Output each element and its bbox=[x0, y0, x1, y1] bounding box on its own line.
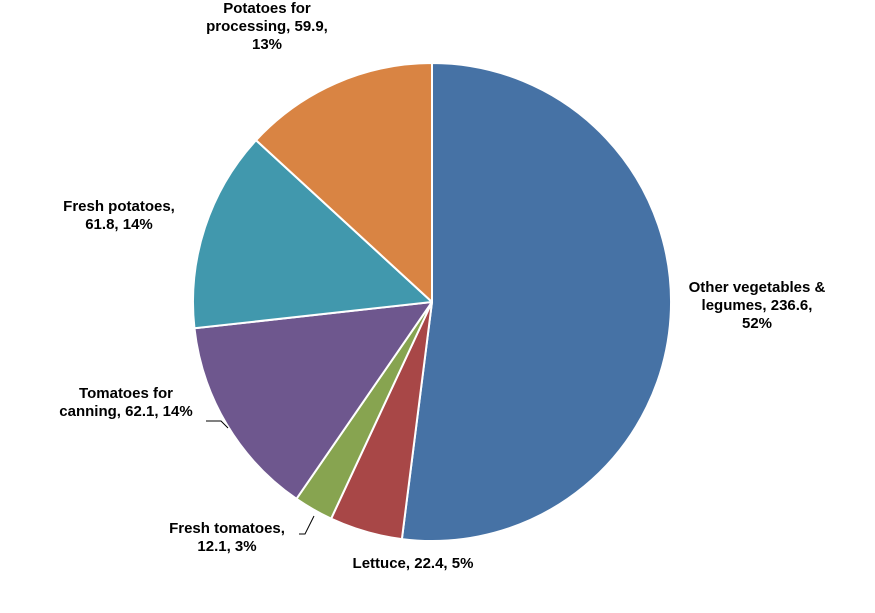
data-label-tomatoes-for-canning: Tomatoes for canning, 62.1, 14% bbox=[59, 385, 192, 420]
data-labels: Other vegetables & legumes, 236.6, 52% Lett… bbox=[59, 0, 825, 572]
data-label-lettuce: Lettuce, 22.4, 5% bbox=[353, 555, 474, 572]
pie-slices bbox=[192, 62, 672, 542]
data-label-line: Lettuce, 22.4, 5% bbox=[353, 555, 474, 572]
data-label-line: Potatoes for bbox=[223, 0, 311, 17]
data-label-line: Other vegetables & bbox=[689, 279, 826, 296]
data-label-line: canning, 62.1, 14% bbox=[59, 403, 192, 420]
data-label-other-vegetables-and-legumes: Other vegetables & legumes, 236.6, 52% bbox=[689, 279, 826, 332]
data-label-line: 61.8, 14% bbox=[85, 216, 153, 233]
pie-slice-tomatoes-for-canning bbox=[193, 301, 433, 500]
pie-slice-fresh-potatoes bbox=[192, 139, 433, 330]
data-label-line: 13% bbox=[252, 36, 282, 53]
data-label-fresh-potatoes: Fresh potatoes, 61.8, 14% bbox=[63, 198, 175, 233]
leader-lines bbox=[206, 420, 315, 535]
pie-slice-potatoes-for-processing bbox=[255, 62, 433, 303]
data-label-line: processing, 59.9, bbox=[206, 18, 328, 35]
data-label-fresh-tomatoes: Fresh tomatoes, 12.1, 3% bbox=[169, 520, 285, 555]
data-label-line: legumes, 236.6, bbox=[702, 297, 813, 314]
data-label-line: Tomatoes for bbox=[79, 385, 173, 402]
pie-slice-other-vegetables-and-legumes bbox=[400, 62, 672, 542]
data-label-line: 52% bbox=[742, 315, 772, 332]
leader-line-tomatoes-for-canning bbox=[206, 420, 229, 429]
data-label-line: Fresh tomatoes, bbox=[169, 520, 285, 537]
leader-line-fresh-tomatoes bbox=[299, 515, 315, 535]
data-label-potatoes-for-processing: Potatoes for processing, 59.9, 13% bbox=[206, 0, 328, 53]
data-label-line: Fresh potatoes, bbox=[63, 198, 175, 215]
data-label-line: 12.1, 3% bbox=[197, 538, 256, 555]
